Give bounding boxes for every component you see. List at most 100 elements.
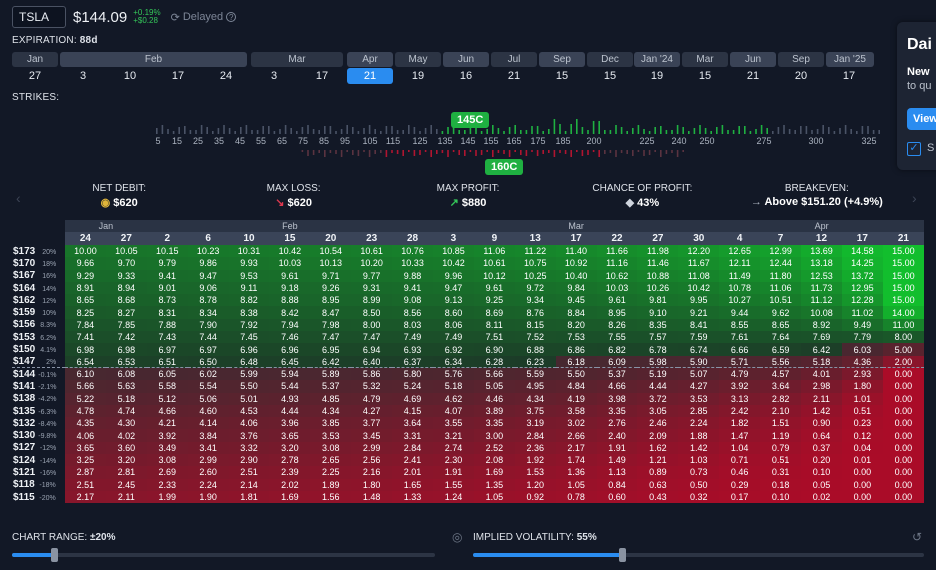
pl-cell[interactable]: 2.25 <box>310 466 352 479</box>
pl-cell[interactable]: 7.49 <box>392 331 434 344</box>
pl-cell[interactable]: 2.51 <box>65 478 106 491</box>
pl-cell[interactable]: 2.52 <box>473 441 515 455</box>
strike-tick[interactable]: 225 <box>639 136 655 146</box>
pl-cell[interactable]: 11.06 <box>473 245 515 258</box>
pl-cell[interactable]: 3.25 <box>65 454 106 467</box>
pl-cell[interactable]: 7.64 <box>760 331 802 344</box>
pl-cell[interactable]: 8.91 <box>65 281 106 295</box>
pl-cell[interactable]: 5.94 <box>269 367 311 381</box>
pl-cell[interactable]: 1.49 <box>596 454 638 467</box>
pl-cell[interactable]: 9.95 <box>678 294 720 307</box>
pl-cell[interactable]: 2.39 <box>269 466 311 479</box>
pl-cell[interactable]: 3.49 <box>146 441 188 455</box>
pl-cell[interactable]: 3.45 <box>351 429 393 442</box>
pl-cell[interactable]: 9.61 <box>473 281 515 295</box>
pl-cell[interactable]: 4.02 <box>105 429 147 442</box>
month-pill[interactable]: Jul <box>491 52 537 67</box>
pl-cell[interactable]: 10.03 <box>596 281 638 295</box>
pl-cell[interactable]: 1.62 <box>637 441 679 455</box>
pl-cell[interactable]: 1.88 <box>678 429 720 442</box>
pl-cell[interactable]: 10.62 <box>596 269 638 282</box>
pl-cell[interactable]: 2.82 <box>760 392 802 405</box>
pl-cell[interactable]: 8.42 <box>269 306 311 319</box>
pl-cell[interactable]: 13.72 <box>841 269 883 282</box>
expiration-day[interactable]: 19 <box>411 70 425 82</box>
pl-cell[interactable]: 10.26 <box>637 281 679 295</box>
pl-cell[interactable]: 11.12 <box>801 294 842 307</box>
pl-cell[interactable]: 5.32 <box>351 380 393 393</box>
pl-cell[interactable]: 6.34 <box>433 355 474 368</box>
pl-cell[interactable]: 1.47 <box>719 429 761 442</box>
pl-cell[interactable]: 0.04 <box>841 441 883 455</box>
strike-tick[interactable]: 155 <box>483 136 499 146</box>
pl-cell[interactable]: 3.89 <box>473 404 515 418</box>
pl-cell[interactable]: 9.70 <box>105 257 147 270</box>
pl-cell[interactable]: 1.35 <box>473 478 515 491</box>
pl-cell[interactable]: 2.17 <box>65 490 106 504</box>
pl-cell[interactable]: 1.69 <box>473 466 515 479</box>
pl-cell[interactable]: 4.36 <box>841 355 883 368</box>
pl-cell[interactable]: 10.85 <box>433 245 474 258</box>
pl-cell[interactable]: 1.69 <box>269 490 311 504</box>
pl-cell[interactable]: 6.40 <box>351 355 393 368</box>
iv-reset-icon[interactable]: ◎ <box>452 530 463 544</box>
pl-cell[interactable]: 9.61 <box>596 294 638 307</box>
strike-tick[interactable]: 25 <box>192 136 204 146</box>
pl-cell[interactable]: 10.13 <box>310 257 352 270</box>
pl-cell[interactable]: 1.05 <box>473 490 515 504</box>
pl-cell[interactable]: 0.00 <box>882 404 924 418</box>
pl-cell[interactable]: 3.00 <box>473 429 515 442</box>
pl-cell[interactable]: 5.89 <box>310 367 352 381</box>
pl-cell[interactable]: 4.57 <box>760 367 802 381</box>
month-pill[interactable]: Jun <box>443 52 489 67</box>
pl-cell[interactable]: 9.71 <box>310 269 352 282</box>
pl-cell[interactable]: 3.92 <box>719 380 761 393</box>
pl-cell[interactable]: 9.49 <box>841 318 883 332</box>
pl-cell[interactable]: 3.98 <box>596 392 638 405</box>
pl-cell[interactable]: 2.46 <box>637 417 679 430</box>
pl-cell[interactable]: 9.47 <box>187 269 229 282</box>
pl-cell[interactable]: 3.53 <box>678 392 720 405</box>
pl-cell[interactable]: 10.78 <box>719 281 761 295</box>
pl-cell[interactable]: 0.10 <box>801 466 842 479</box>
pl-cell[interactable]: 2.02 <box>269 478 311 491</box>
pl-cell[interactable]: 9.11 <box>228 281 270 295</box>
pl-cell[interactable]: 1.04 <box>719 441 761 455</box>
strike-tick[interactable]: 45 <box>234 136 246 146</box>
pl-cell[interactable]: 11.66 <box>596 245 638 258</box>
pl-cell[interactable]: 3.08 <box>146 454 188 467</box>
pl-cell[interactable]: 0.02 <box>801 490 842 504</box>
pl-cell[interactable]: 9.29 <box>65 269 106 282</box>
expiration-day[interactable]: 27 <box>28 70 42 82</box>
pl-cell[interactable]: 7.51 <box>473 331 515 344</box>
pl-cell[interactable]: 2.84 <box>514 429 556 442</box>
pl-cell[interactable]: 9.53 <box>228 269 270 282</box>
pl-cell[interactable]: 6.97 <box>187 343 229 356</box>
strike-tick[interactable]: 55 <box>255 136 267 146</box>
pl-cell[interactable]: 5.71 <box>719 355 761 368</box>
pl-cell[interactable]: 12.99 <box>760 245 802 258</box>
pl-cell[interactable]: 6.42 <box>801 343 842 356</box>
pl-cell[interactable]: 4.30 <box>105 417 147 430</box>
pl-cell[interactable]: 0.84 <box>596 478 638 491</box>
pl-cell[interactable]: 11.02 <box>841 306 883 319</box>
pl-cell[interactable]: 9.72 <box>514 281 556 295</box>
pl-cell[interactable]: 3.41 <box>187 441 229 455</box>
expiration-day[interactable]: 16 <box>459 70 473 82</box>
chart-range-slider[interactable] <box>12 548 435 562</box>
pl-cell[interactable]: 2.66 <box>555 429 597 442</box>
pl-cell[interactable]: 7.55 <box>596 331 638 344</box>
pl-cell[interactable]: 11.06 <box>760 281 802 295</box>
pl-cell[interactable]: 5.50 <box>228 380 270 393</box>
pl-cell[interactable]: 15.00 <box>882 269 924 282</box>
strike-tick[interactable]: 65 <box>276 136 288 146</box>
pl-cell[interactable]: 1.80 <box>351 478 393 491</box>
pl-cell[interactable]: 10.05 <box>105 245 147 258</box>
pl-cell[interactable]: 9.34 <box>514 294 556 307</box>
pl-cell[interactable]: 2.24 <box>187 478 229 491</box>
pl-cell[interactable]: 6.98 <box>65 343 106 356</box>
pl-cell[interactable]: 8.35 <box>637 318 679 332</box>
pl-cell[interactable]: 2.85 <box>678 404 720 418</box>
pl-cell[interactable]: 1.99 <box>146 490 188 504</box>
pl-cell[interactable]: 2.40 <box>596 429 638 442</box>
